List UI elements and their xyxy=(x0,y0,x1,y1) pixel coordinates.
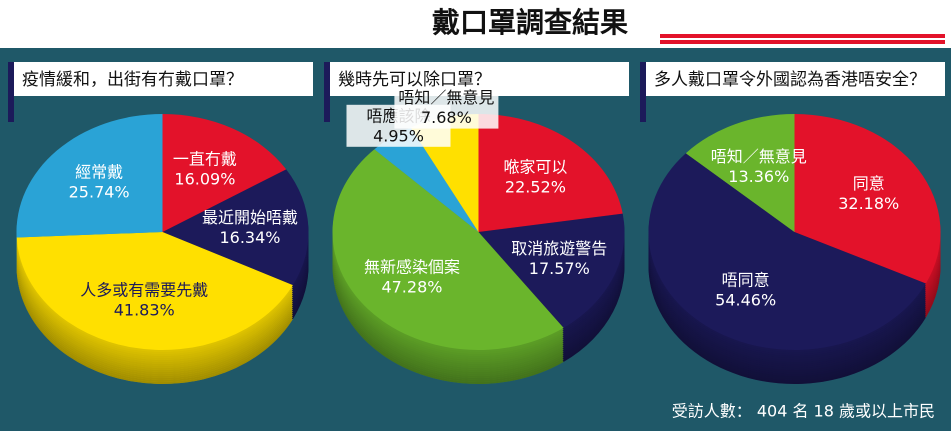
pie-slice xyxy=(794,114,941,284)
pie-slice xyxy=(162,114,287,232)
main-title: 戴口罩調查結果 xyxy=(432,6,628,39)
slice-label: 唔知／無意見 xyxy=(398,88,494,107)
slice-label: 唔知／無意見 xyxy=(711,147,807,166)
slice-label: 無新感染個案 xyxy=(364,258,460,277)
label-bg xyxy=(394,86,499,129)
slice-label: 同意 xyxy=(853,174,885,193)
slice-value-label: 22.52% xyxy=(505,178,566,197)
panel-title: 多人戴口罩令外國認為香港唔安全？ xyxy=(654,70,926,90)
pie-slice xyxy=(478,213,625,328)
slice-value-label: 25.74% xyxy=(69,183,130,202)
panel-header xyxy=(640,62,945,96)
slice-label: 𠵱家可以 xyxy=(503,158,567,177)
title-banner: 戴口罩調查結果 xyxy=(0,0,951,48)
panel-title: 幾時先可以除口罩？ xyxy=(338,70,491,90)
stripe xyxy=(660,40,945,44)
slice-value-label: 16.09% xyxy=(174,170,235,189)
slice-label: 經常戴 xyxy=(75,163,123,182)
panel-header-bar xyxy=(324,62,330,122)
pie-slice xyxy=(332,149,564,350)
panel-title: 疫情緩和，出街有冇戴口罩？ xyxy=(22,70,243,90)
slice-value-label: 7.68% xyxy=(421,108,472,127)
slice-label: 最近開始唔戴 xyxy=(202,208,298,227)
panel-header xyxy=(8,62,313,96)
slice-value-label: 4.95% xyxy=(373,126,424,145)
slice-label: 一直冇戴 xyxy=(173,150,237,169)
pie-slice xyxy=(162,169,309,286)
footnote: 受訪人數： 404 名 18 歲或以上市民 xyxy=(672,402,935,421)
slice-label: 人多或有需要先戴 xyxy=(80,281,208,300)
pie-slice xyxy=(374,127,479,232)
pie-slice xyxy=(478,114,623,232)
pie-slice xyxy=(16,232,293,350)
panel-header-bar xyxy=(640,62,646,122)
slice-value-label: 47.28% xyxy=(381,278,442,297)
pie-slice xyxy=(648,153,926,351)
pie-slice xyxy=(16,114,163,238)
slice-value-label: 13.36% xyxy=(728,167,789,186)
panel-header-bar xyxy=(8,62,14,122)
pie-slice xyxy=(685,114,795,232)
slice-value-label: 32.18% xyxy=(838,194,899,213)
slice-value-label: 17.57% xyxy=(529,259,590,278)
slice-value-label: 54.46% xyxy=(715,290,776,309)
slice-value-label: 16.34% xyxy=(219,228,280,247)
stripe xyxy=(660,34,945,38)
slice-label: 唔同意 xyxy=(722,270,770,289)
slice-label: 取消旅遊警告 xyxy=(511,239,607,258)
slice-value-label: 41.83% xyxy=(114,301,175,320)
